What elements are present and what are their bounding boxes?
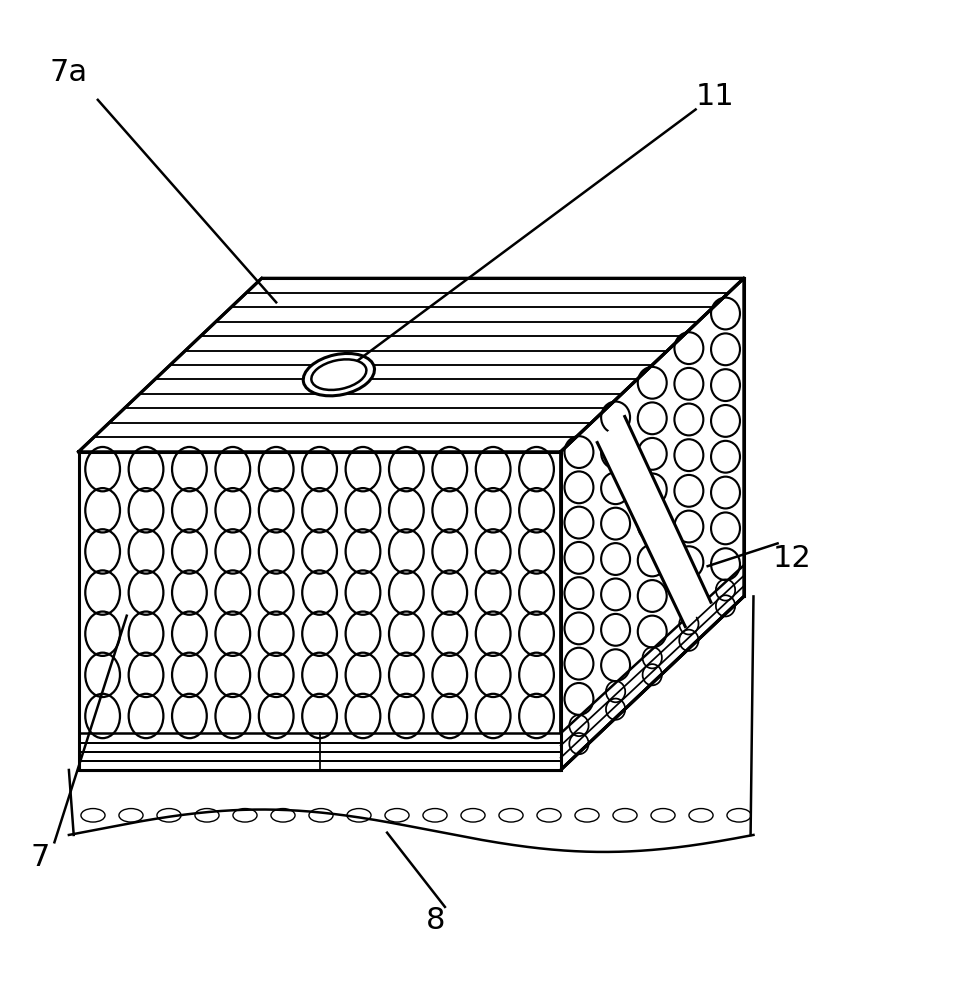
- Text: 7: 7: [30, 843, 49, 872]
- Polygon shape: [69, 596, 753, 852]
- Text: 12: 12: [773, 544, 811, 573]
- Text: 8: 8: [425, 906, 445, 935]
- Ellipse shape: [304, 353, 374, 396]
- Polygon shape: [78, 452, 561, 770]
- Text: 7a: 7a: [49, 58, 88, 87]
- Text: 11: 11: [695, 82, 734, 111]
- Polygon shape: [78, 278, 744, 452]
- Polygon shape: [598, 416, 711, 627]
- Polygon shape: [78, 733, 561, 770]
- Polygon shape: [561, 278, 744, 770]
